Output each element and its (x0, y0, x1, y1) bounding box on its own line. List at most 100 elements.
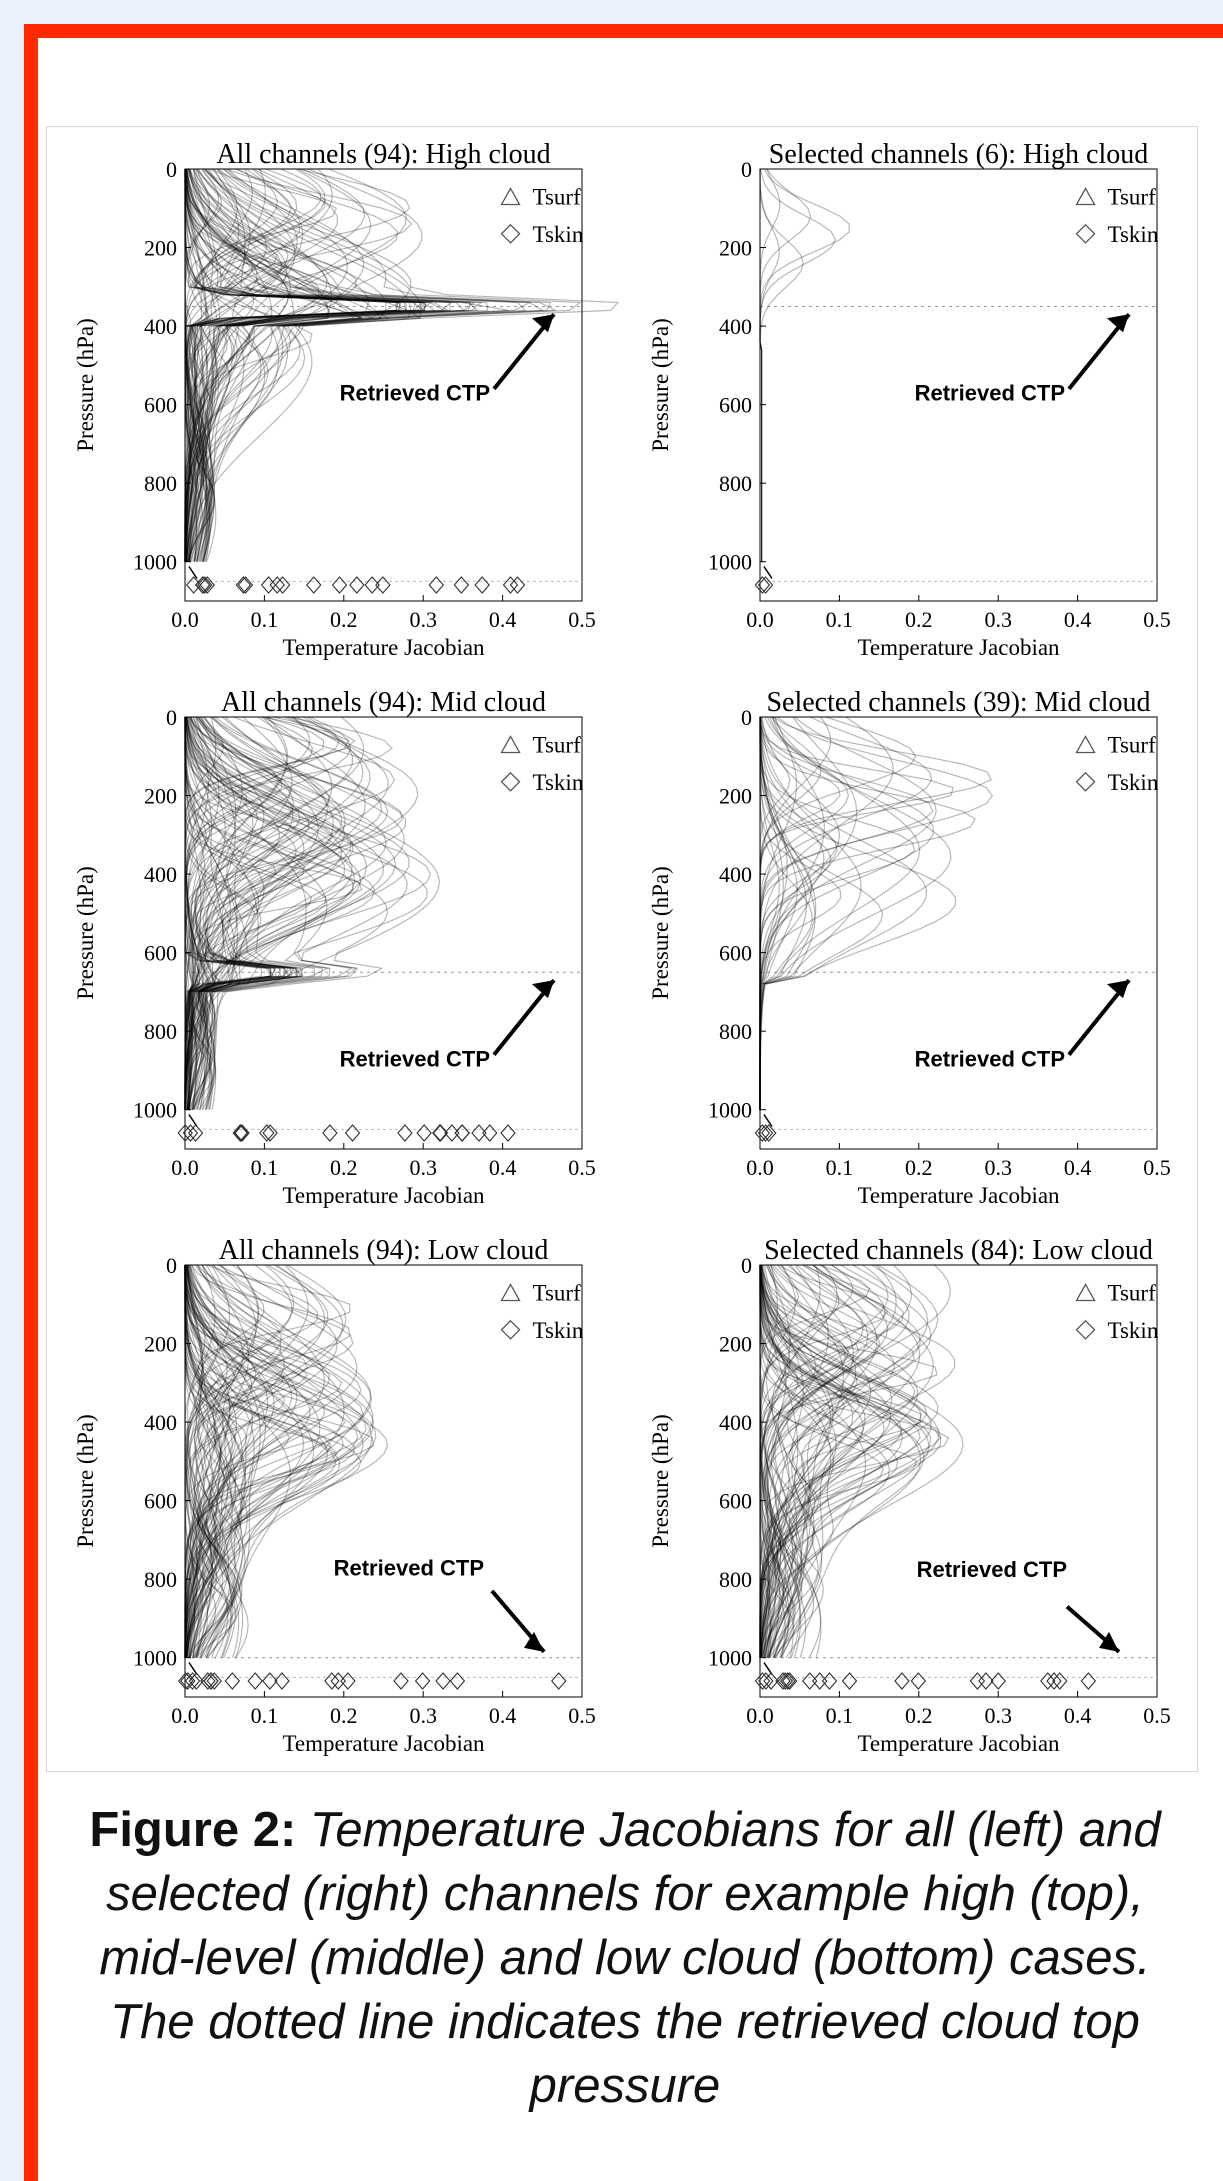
jacobian-line (188, 716, 237, 1110)
jacobian-line (759, 717, 813, 1110)
jacobian-profiles (759, 716, 994, 1110)
jacobian-line (184, 717, 334, 1110)
jacobian-line (184, 716, 314, 1110)
jacobian-line (185, 716, 310, 1110)
jacobian-line (192, 168, 273, 562)
surface-markers (177, 1662, 567, 1690)
y-axis-label: Pressure (hPa) (648, 1414, 673, 1548)
jacobian-line (759, 1265, 799, 1659)
surface-markers (754, 1114, 777, 1142)
tsurf-marker (763, 1662, 773, 1675)
jacobian-line (184, 169, 246, 562)
tskin-marker (453, 576, 470, 594)
tskin-marker (894, 1672, 910, 1690)
jacobian-line (759, 717, 957, 1110)
jacobian-line (184, 168, 373, 562)
jacobian-line (184, 168, 427, 562)
legend-tskin-label: Tskin (1108, 770, 1159, 795)
x-tick-label: 0.2 (330, 1155, 358, 1180)
jacobian-line (184, 1264, 231, 1658)
tskin-marker (237, 576, 254, 594)
jacobian-line (759, 168, 837, 562)
x-tick-label: 0.1 (826, 607, 854, 632)
y-tick-label: 600 (719, 393, 752, 418)
chart-panel-6: Selected channels (84): Low cloud 0 200 400… (648, 1235, 1171, 1756)
jacobian-line (759, 716, 841, 1110)
jacobian-line (185, 168, 479, 562)
tskin-marker (182, 1124, 199, 1142)
y-axis-label: Pressure (hPa) (73, 318, 98, 452)
tskin-marker (177, 1672, 194, 1690)
x-tick-label: 0.5 (568, 1155, 596, 1180)
tskin-marker (761, 1124, 777, 1142)
jacobian-line (186, 168, 527, 562)
jacobian-line (186, 1264, 261, 1658)
tskin-marker (754, 576, 771, 594)
jacobian-line (184, 1264, 242, 1659)
jacobian-line (184, 168, 413, 562)
chart-title: All channels (94): Mid cloud (221, 687, 546, 718)
jacobian-line (184, 168, 356, 562)
jacobian-line (184, 717, 298, 1110)
jacobian-line (766, 1264, 872, 1658)
jacobian-line (759, 716, 850, 1110)
jacobian-line (185, 1264, 265, 1658)
tskin-marker (781, 1672, 798, 1690)
jacobian-line (185, 1264, 293, 1658)
tskin-marker (340, 1672, 356, 1690)
x-axis-label: Temperature Jacobian (282, 1731, 485, 1756)
jacobian-line (184, 1264, 359, 1658)
jacobian-line (773, 1264, 934, 1658)
jacobian-line (184, 1264, 246, 1658)
jacobian-line (759, 1264, 867, 1658)
x-tick-label: 0.4 (1064, 607, 1092, 632)
chart-panel-1: All channels (94): High cloud 0 200 400 600 8… (73, 139, 620, 660)
jacobian-line (184, 169, 255, 562)
jacobian-line (760, 1264, 930, 1658)
jacobian-line (759, 716, 784, 1110)
y-tick-label: 400 (719, 1410, 752, 1435)
x-tick-label: 0.4 (1064, 1703, 1092, 1728)
jacobian-line (759, 1264, 889, 1658)
y-axis-label: Pressure (hPa) (73, 866, 98, 1000)
jacobian-line (188, 716, 368, 1110)
jacobian-line (188, 1264, 326, 1658)
chart-title: Selected channels (84): Low cloud (764, 1235, 1153, 1266)
chart-title: Selected channels (39): Mid cloud (766, 687, 1150, 718)
ctp-arrow-head (532, 314, 554, 333)
tskin-marker (757, 576, 774, 594)
jacobian-line (188, 168, 363, 562)
jacobian-line (759, 716, 933, 1110)
x-tick-label: 0.2 (905, 1155, 933, 1180)
jacobian-line (185, 168, 390, 562)
jacobian-line (184, 716, 352, 1110)
legend-tsurf-marker (1075, 735, 1096, 754)
tskin-marker (474, 576, 490, 594)
tskin-marker (184, 1672, 201, 1690)
jacobian-line (185, 168, 407, 562)
jacobian-line (184, 717, 290, 1110)
tskin-marker (375, 576, 391, 594)
x-tick-label: 0.0 (746, 607, 774, 632)
ctp-arrow-head (524, 1631, 544, 1652)
y-tick-label: 0 (741, 157, 752, 182)
jacobian-line (184, 716, 247, 1110)
tskin-marker (262, 1124, 278, 1142)
legend-tskin-marker (1075, 771, 1096, 792)
jacobian-line (759, 1264, 858, 1658)
jacobian-line (184, 168, 211, 562)
jacobian-line (184, 168, 296, 562)
surface-markers (754, 1662, 1097, 1690)
jacobian-line (185, 1264, 269, 1658)
tskin-marker (1040, 1672, 1056, 1690)
legend-tsurf-label: Tsurf (533, 1280, 582, 1305)
tskin-marker (274, 1672, 290, 1690)
chart-panel-2: Selected channels (6): High cloud 0 200 400… (648, 139, 1171, 660)
jacobian-line (191, 716, 383, 1110)
jacobian-line (186, 168, 401, 562)
jacobian-line (184, 168, 620, 562)
jacobian-line (759, 1264, 790, 1658)
tskin-marker (234, 1124, 250, 1142)
jacobian-line (759, 168, 781, 562)
y-tick-label: 400 (144, 862, 177, 887)
